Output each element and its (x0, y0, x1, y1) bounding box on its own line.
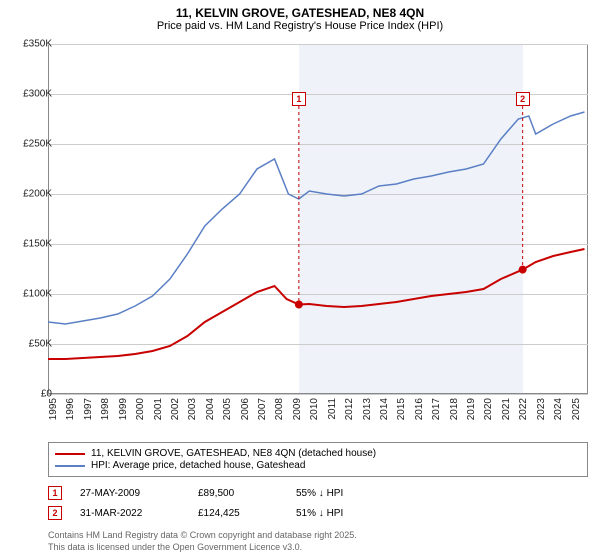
legend: 11, KELVIN GROVE, GATESHEAD, NE8 4QN (de… (48, 442, 588, 477)
y-tick-label: £250K (23, 139, 52, 150)
x-tick-label: 2013 (362, 398, 373, 420)
legend-label-1: 11, KELVIN GROVE, GATESHEAD, NE8 4QN (de… (91, 448, 376, 459)
sale-marker-box: 1 (292, 92, 306, 106)
chart-subtitle: Price paid vs. HM Land Registry's House … (0, 20, 600, 36)
legend-row-1: 11, KELVIN GROVE, GATESHEAD, NE8 4QN (de… (55, 448, 581, 459)
x-tick-label: 2021 (501, 398, 512, 420)
x-tick-label: 2009 (292, 398, 303, 420)
sale-row-2: 2 31-MAR-2022 £124,425 51% ↓ HPI (48, 506, 588, 520)
sale-date-1: 27-MAY-2009 (80, 488, 180, 499)
x-tick-label: 2001 (153, 398, 164, 420)
chart-plot-area: 12 (48, 44, 588, 394)
x-tick-label: 2014 (379, 398, 390, 420)
y-tick-label: £350K (23, 39, 52, 50)
x-tick-label: 2023 (536, 398, 547, 420)
x-tick-label: 2020 (483, 398, 494, 420)
sale-dot (519, 266, 527, 274)
credit-line-2: This data is licensed under the Open Gov… (48, 542, 588, 552)
sale-price-1: £89,500 (198, 488, 278, 499)
y-tick-label: £100K (23, 289, 52, 300)
x-tick-label: 2017 (431, 398, 442, 420)
chart-container: 11, KELVIN GROVE, GATESHEAD, NE8 4QN Pri… (0, 0, 600, 560)
legend-label-2: HPI: Average price, detached house, Gate… (91, 460, 305, 471)
plot-svg (48, 44, 588, 394)
legend-swatch-1 (55, 453, 85, 455)
x-tick-label: 2002 (170, 398, 181, 420)
y-tick-label: £200K (23, 189, 52, 200)
chart-title: 11, KELVIN GROVE, GATESHEAD, NE8 4QN (0, 0, 600, 20)
x-tick-label: 2000 (135, 398, 146, 420)
y-tick-label: £150K (23, 239, 52, 250)
sale-row-1: 1 27-MAY-2009 £89,500 55% ↓ HPI (48, 486, 588, 500)
x-tick-label: 2015 (396, 398, 407, 420)
sale-marker-box: 2 (516, 92, 530, 106)
x-tick-label: 2016 (414, 398, 425, 420)
x-tick-label: 2025 (571, 398, 582, 420)
sale-date-2: 31-MAR-2022 (80, 508, 180, 519)
x-tick-label: 2004 (205, 398, 216, 420)
credit-line-1: Contains HM Land Registry data © Crown c… (48, 530, 588, 540)
legend-row-2: HPI: Average price, detached house, Gate… (55, 460, 581, 471)
x-tick-label: 1997 (83, 398, 94, 420)
y-tick-label: £50K (29, 339, 52, 350)
x-tick-label: 1998 (100, 398, 111, 420)
x-tick-label: 2003 (187, 398, 198, 420)
x-tick-label: 1996 (65, 398, 76, 420)
sale-price-2: £124,425 (198, 508, 278, 519)
sale-delta-2: 51% ↓ HPI (296, 508, 343, 519)
y-tick-label: £300K (23, 89, 52, 100)
x-tick-label: 1999 (118, 398, 129, 420)
x-tick-label: 2010 (309, 398, 320, 420)
x-tick-label: 2012 (344, 398, 355, 420)
x-tick-label: 2022 (518, 398, 529, 420)
x-tick-label: 2008 (274, 398, 285, 420)
legend-swatch-2 (55, 465, 85, 467)
sale-marker-1: 1 (48, 486, 62, 500)
x-tick-label: 2007 (257, 398, 268, 420)
x-tick-label: 2024 (553, 398, 564, 420)
series-price_paid (48, 249, 585, 359)
series-hpi (48, 112, 585, 324)
x-tick-label: 2019 (466, 398, 477, 420)
x-tick-label: 2006 (240, 398, 251, 420)
x-tick-label: 1995 (48, 398, 59, 420)
x-tick-label: 2005 (222, 398, 233, 420)
sale-marker-2: 2 (48, 506, 62, 520)
x-tick-label: 2011 (327, 398, 338, 420)
sale-delta-1: 55% ↓ HPI (296, 488, 343, 499)
x-tick-label: 2018 (449, 398, 460, 420)
